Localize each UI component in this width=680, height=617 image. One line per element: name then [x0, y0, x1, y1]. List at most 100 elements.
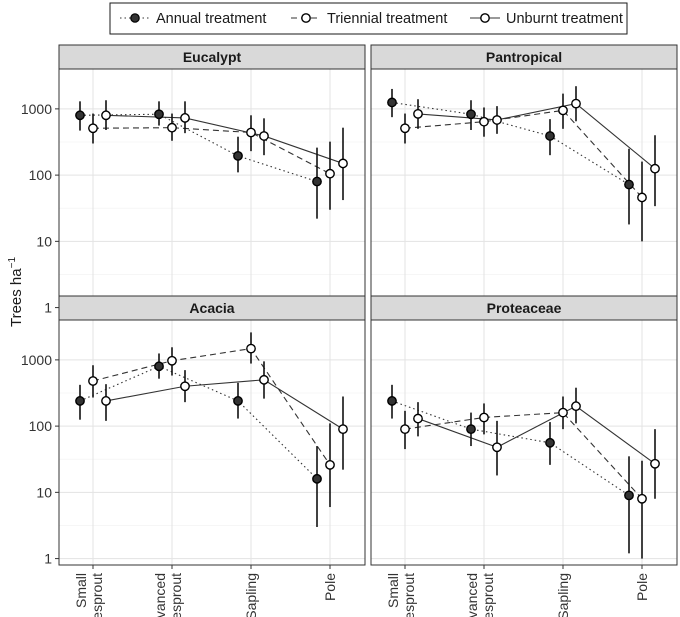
data-point: [154, 109, 164, 120]
data-point: [558, 105, 568, 116]
data-point: [558, 407, 568, 418]
panel-title: Eucalypt: [183, 49, 242, 65]
y-tick-label: 1000: [21, 101, 52, 117]
data-point: [259, 374, 269, 385]
data-point: [88, 376, 98, 386]
x-tick-label: Pole: [634, 573, 650, 601]
y-tick-label: 1: [44, 300, 52, 316]
series-line-dotted: [391, 400, 630, 496]
data-point: [312, 473, 322, 484]
data-point: [154, 361, 164, 372]
data-point: [637, 192, 647, 203]
data-point: [413, 413, 423, 424]
panel-proteaceae: Proteaceae: [370, 295, 678, 566]
x-tick-label: Sapling: [243, 573, 259, 617]
data-point: [545, 437, 555, 448]
data-point: [387, 97, 397, 108]
data-point: [180, 381, 190, 392]
plot-background: [371, 69, 677, 314]
x-tick-label: resprout: [89, 573, 105, 617]
panel-eucalypt: Eucalypt: [58, 44, 366, 315]
legend-key-unburnt: Unburnt treatment: [470, 11, 623, 27]
y-tick-labels-bottom: 1 10 100 1000: [21, 352, 59, 567]
data-point: [624, 179, 634, 190]
data-point: [650, 163, 660, 174]
legend: Annual treatment Triennial treatment Unb…: [109, 2, 628, 35]
x-tick-label: Small: [385, 573, 401, 608]
legend-annual-point: [130, 13, 140, 23]
series-line-dotted: [391, 101, 630, 186]
series-line-solid: [417, 103, 656, 170]
y-tick-labels-top: 1 10 100 1000: [21, 101, 59, 316]
panel-strip: [370, 44, 678, 70]
series-line-solid: [105, 379, 344, 430]
data-point: [167, 122, 177, 133]
data-point: [545, 131, 555, 141]
x-tick-label: Sapling: [555, 573, 571, 617]
x-tick-label: resprout: [401, 573, 417, 617]
panel-strip: [58, 44, 366, 70]
plot-background: [59, 320, 365, 565]
data-point: [466, 424, 476, 435]
x-tick-labels-left: Small resprout Advanced resprout Sapling Pole: [73, 565, 338, 617]
series-line-solid: [417, 405, 656, 465]
x-tick-label: Pole: [322, 573, 338, 601]
data-point: [479, 412, 489, 423]
data-point: [246, 127, 256, 138]
data-point: [466, 109, 476, 120]
data-point: [259, 131, 269, 141]
plot-background: [371, 320, 677, 565]
data-point: [325, 168, 335, 179]
legend-key-annual: Annual treatment: [120, 11, 266, 27]
x-tick-label: Advanced: [152, 573, 168, 617]
legend-key-triennial: Triennial treatment: [291, 11, 447, 27]
data-point: [101, 110, 111, 121]
data-point: [413, 108, 423, 119]
data-point: [479, 116, 489, 127]
data-point: [387, 396, 397, 406]
data-point: [325, 459, 335, 470]
panel-pantropical: Pantropical: [370, 44, 678, 315]
data-point: [492, 442, 502, 453]
data-point: [312, 176, 322, 187]
data-point: [571, 98, 581, 109]
panel-border: [58, 319, 366, 566]
data-point: [88, 123, 98, 134]
y-axis-title: Trees ha−1: [7, 257, 25, 327]
panel-title: Pantropical: [486, 49, 562, 65]
x-tick-label: resprout: [168, 573, 184, 617]
y-tick-label: 10: [36, 233, 52, 249]
y-axis-title-main: Trees ha: [8, 268, 25, 327]
panel-strip: [370, 295, 678, 321]
data-point: [75, 110, 85, 121]
data-point: [400, 424, 410, 435]
panel-acacia: Acacia: [58, 295, 366, 566]
data-point: [637, 493, 647, 504]
y-axis-title-superscript: −1: [7, 257, 18, 269]
data-point: [338, 158, 348, 169]
legend-triennial-point: [301, 13, 311, 23]
x-tick-label: Small: [73, 573, 89, 608]
legend-unburnt-point: [480, 13, 490, 23]
panel-border: [370, 319, 678, 566]
legend-label-triennial: Triennial treatment: [327, 11, 447, 27]
data-point: [246, 343, 256, 354]
panel-title: Proteaceae: [487, 300, 562, 316]
series-line-dashed: [92, 348, 331, 466]
data-point: [650, 458, 660, 469]
data-point: [233, 151, 243, 161]
y-tick-label: 100: [29, 167, 53, 183]
data-point: [233, 396, 243, 406]
data-point: [492, 115, 502, 125]
y-tick-label: 100: [29, 418, 53, 434]
data-point: [571, 401, 581, 412]
data-point: [101, 396, 111, 406]
data-point: [167, 355, 177, 366]
data-point: [624, 490, 634, 501]
legend-label-annual: Annual treatment: [156, 11, 266, 27]
x-tick-label: resprout: [480, 573, 496, 617]
series-line-dashed: [92, 127, 331, 175]
panel-title: Acacia: [189, 300, 234, 316]
y-tick-label: 1000: [21, 352, 52, 368]
legend-box: [109, 2, 628, 35]
